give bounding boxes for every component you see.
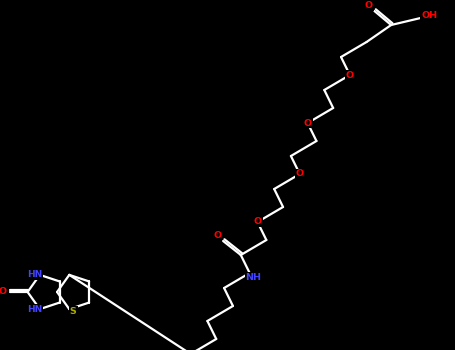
Text: O: O — [364, 1, 373, 10]
Text: O: O — [253, 217, 262, 226]
Text: HN: HN — [27, 271, 42, 279]
Text: O: O — [346, 70, 354, 79]
Text: O: O — [213, 231, 221, 240]
Text: O: O — [0, 287, 7, 296]
Text: S: S — [70, 307, 76, 316]
Text: OH: OH — [421, 12, 438, 21]
Text: HN: HN — [27, 304, 42, 314]
Text: O: O — [303, 119, 312, 127]
Text: O: O — [296, 169, 304, 178]
Text: NH: NH — [246, 273, 262, 281]
